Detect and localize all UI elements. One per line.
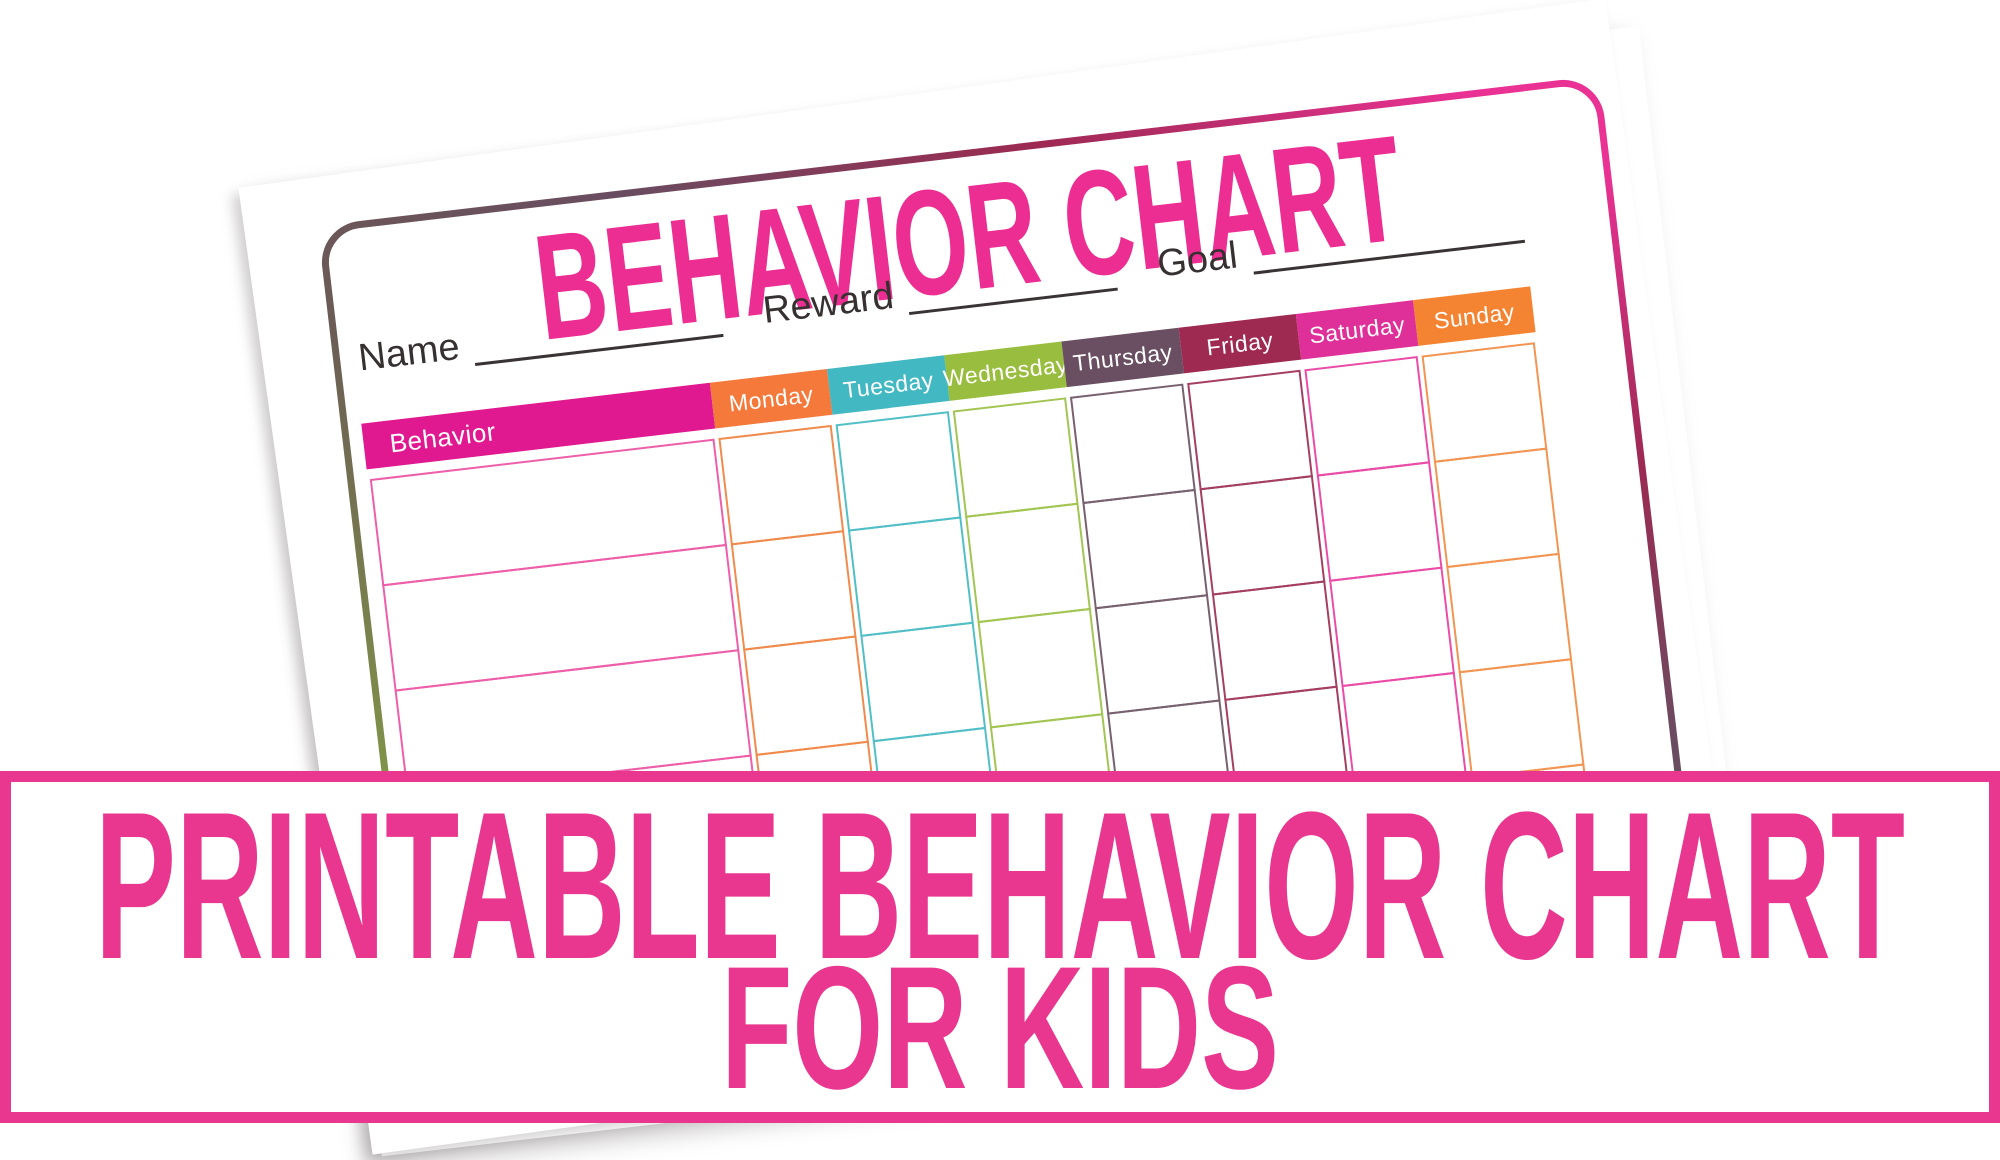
grid-cell [847, 516, 974, 637]
grid-cell [860, 621, 987, 743]
grid-cell [1187, 369, 1313, 491]
grid-cell [1446, 552, 1573, 674]
grid-cell [1199, 475, 1326, 596]
grid-cell [1082, 488, 1209, 610]
grid-cell [1316, 461, 1443, 582]
grid-cell [1421, 342, 1548, 463]
grid-cell [1433, 447, 1560, 569]
grid-cell [743, 635, 869, 756]
grid-cell [1458, 658, 1585, 779]
banner-line-2: FOR KIDS [721, 931, 1279, 1123]
grid-cell [718, 424, 845, 546]
grid-cell [1304, 356, 1431, 477]
banner-line-1: PRINTABLE BEHAVIOR CHART [95, 771, 1905, 1003]
grid-cell [965, 502, 1091, 624]
caption-banner: PRINTABLE BEHAVIOR CHART FOR KIDS [0, 771, 2000, 1123]
grid-cell [1069, 383, 1196, 505]
grid-cell [1329, 566, 1455, 688]
grid-cell [835, 411, 962, 532]
grid-cell [1094, 594, 1221, 715]
grid-cell [1211, 580, 1338, 701]
grid-cell [730, 530, 857, 651]
caption-banner-text: PRINTABLE BEHAVIOR CHART FOR KIDS [95, 771, 1905, 1123]
grid-cell [977, 607, 1104, 729]
grid-cell [952, 397, 1079, 518]
